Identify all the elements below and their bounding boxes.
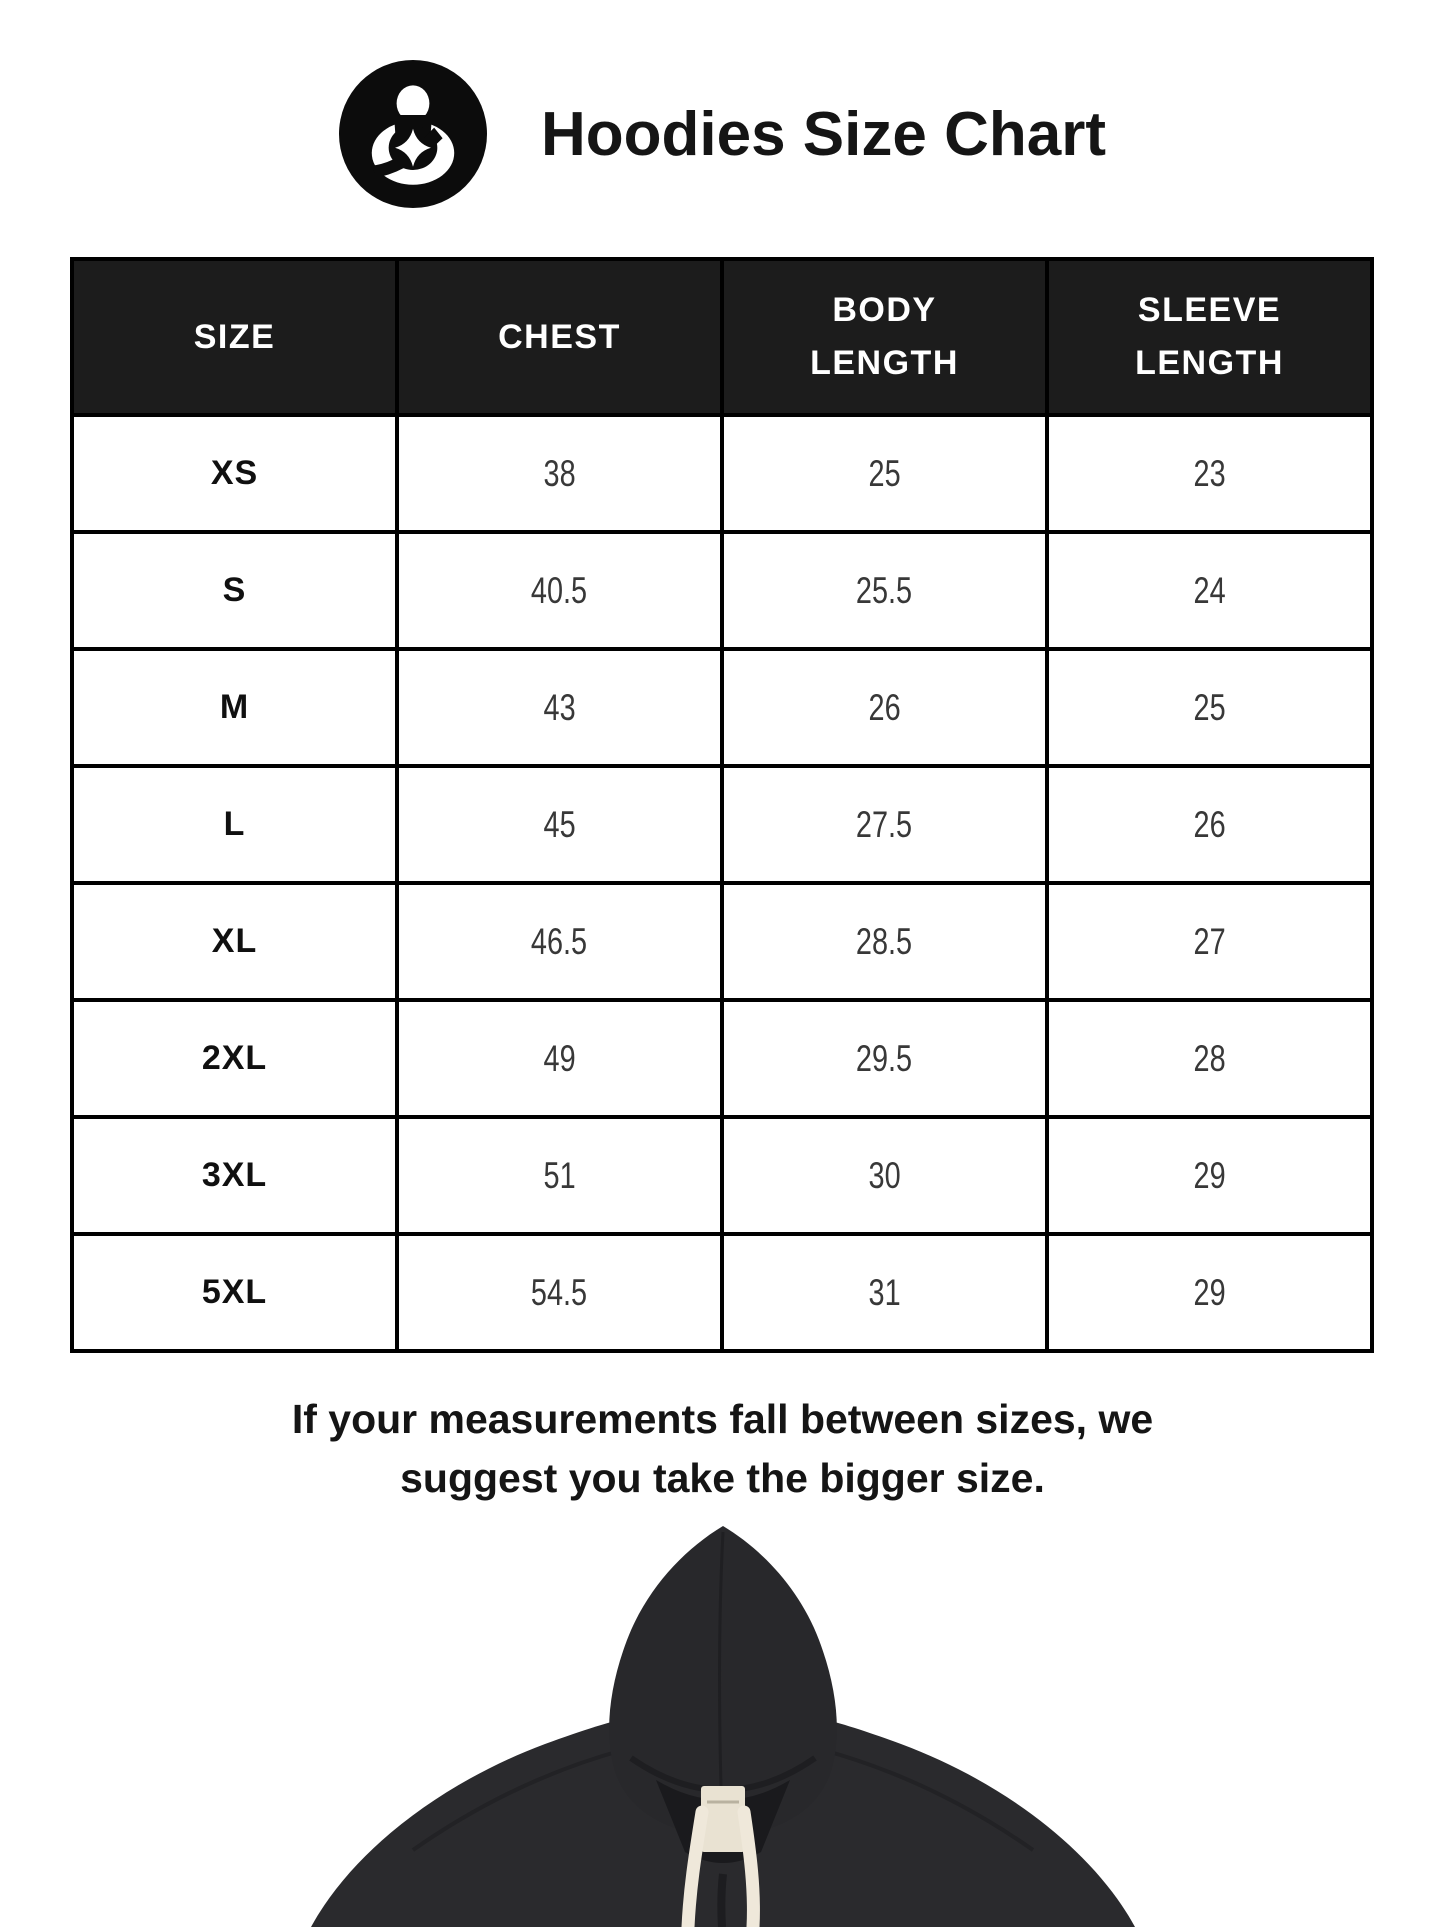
measurement-value: 29 <box>1193 1271 1226 1313</box>
measurement-cell: 38 <box>395 413 724 534</box>
size-chart-body: XS 38 25 23 S 40.5 25.5 24 M 43 26 25 L 45 27.5 26 XL 46.… <box>70 413 1374 1353</box>
measurement-cell: 46.5 <box>395 881 724 1002</box>
hoodie-drawstring-left <box>681 1805 708 1927</box>
table-row: XL 46.5 28.5 27 <box>70 881 1374 1002</box>
measurement-cell: 27 <box>1045 881 1374 1002</box>
hoodie-illustration <box>310 1526 1135 1927</box>
measurement-value: 38 <box>543 452 576 494</box>
measurement-cell: 45 <box>395 764 724 885</box>
page-title: Hoodies Size Chart <box>541 99 1106 169</box>
measurement-value: 27 <box>1193 920 1226 962</box>
measurement-cell: 29 <box>1045 1115 1374 1236</box>
table-row: XS 38 25 23 <box>70 413 1374 534</box>
column-header-body-length: BODY LENGTH <box>720 257 1049 417</box>
measurement-value: 25 <box>868 452 901 494</box>
measurement-cell: 25 <box>1045 647 1374 768</box>
column-header-chest: CHEST <box>395 257 724 417</box>
size-label: L <box>223 805 246 843</box>
measurement-cell: 43 <box>395 647 724 768</box>
size-cell: 5XL <box>70 1232 399 1353</box>
measurement-cell: 31 <box>720 1232 1049 1353</box>
measurement-value: 28.5 <box>856 920 913 962</box>
size-chart-table: SIZE CHEST BODY LENGTH SLEEVE LENGTH XS 38 25… <box>70 257 1374 1353</box>
hoodie-crease-left <box>411 1748 624 1852</box>
measurement-cell: 28 <box>1045 998 1374 1119</box>
logo-star <box>395 128 431 167</box>
measurement-value: 29.5 <box>856 1037 913 1079</box>
size-cell: 3XL <box>70 1115 399 1236</box>
logo-head <box>396 85 430 122</box>
measurement-cell: 29.5 <box>720 998 1049 1119</box>
hoodie-crease-right <box>821 1748 1034 1852</box>
measurement-value: 43 <box>543 686 576 728</box>
measurement-cell: 27.5 <box>720 764 1049 885</box>
measurement-cell: 40.5 <box>395 530 724 651</box>
measurement-cell: 25 <box>720 413 1049 534</box>
measurement-value: 24 <box>1193 569 1226 611</box>
fit-note-line2: suggest you take the bigger size. <box>400 1455 1045 1501</box>
column-header-size: SIZE <box>70 257 399 417</box>
hoodie-hood-seam <box>717 1531 724 1821</box>
measurement-cell: 26 <box>720 647 1049 768</box>
measurement-cell: 26 <box>1045 764 1374 885</box>
size-label: 2XL <box>201 1039 268 1077</box>
measurement-value: 25.5 <box>856 569 913 611</box>
table-row: L 45 27.5 26 <box>70 764 1374 885</box>
measurement-value: 49 <box>543 1037 576 1079</box>
size-label: 5XL <box>201 1273 268 1311</box>
measurement-value: 40.5 <box>531 569 588 611</box>
measurement-value: 28 <box>1193 1037 1226 1079</box>
measurement-value: 46.5 <box>531 920 588 962</box>
fit-note: If your measurements fall between sizes,… <box>0 1390 1445 1508</box>
table-row: M 43 26 25 <box>70 647 1374 768</box>
measurement-value: 51 <box>543 1154 576 1196</box>
measurement-value: 27.5 <box>856 803 913 845</box>
size-chart-header-row: SIZE CHEST BODY LENGTH SLEEVE LENGTH <box>70 257 1374 417</box>
hoodie-placket-seam <box>716 1873 727 1927</box>
size-label: XL <box>211 922 258 960</box>
measurement-value: 45 <box>543 803 576 845</box>
hoodie-neck-label <box>700 1786 745 1852</box>
size-cell: S <box>70 530 399 651</box>
measurement-cell: 28.5 <box>720 881 1049 1002</box>
brand-header: Hoodies Size Chart <box>0 60 1445 208</box>
measurement-cell: 25.5 <box>720 530 1049 651</box>
size-label: M <box>219 688 250 726</box>
size-chart-head: SIZE CHEST BODY LENGTH SLEEVE LENGTH <box>70 257 1374 417</box>
black-hoodie-photo <box>293 1520 1153 1927</box>
measurement-value: 31 <box>868 1271 901 1313</box>
measurement-value: 26 <box>868 686 901 728</box>
measurement-value: 29 <box>1193 1154 1226 1196</box>
hoodie-hood <box>608 1526 837 1829</box>
brand-logo-icon <box>339 60 487 208</box>
size-cell: M <box>70 647 399 768</box>
measurement-value: 54.5 <box>531 1271 588 1313</box>
measurement-value: 26 <box>1193 803 1226 845</box>
measurement-cell: 30 <box>720 1115 1049 1236</box>
size-cell: L <box>70 764 399 885</box>
measurement-cell: 54.5 <box>395 1232 724 1353</box>
table-row: 5XL 54.5 31 29 <box>70 1232 1374 1353</box>
column-header-sleeve-length: SLEEVE LENGTH <box>1045 257 1374 417</box>
fit-note-line1: If your measurements fall between sizes,… <box>291 1396 1154 1442</box>
size-cell: XS <box>70 413 399 534</box>
measurement-cell: 23 <box>1045 413 1374 534</box>
measurement-cell: 29 <box>1045 1232 1374 1353</box>
measurement-cell: 49 <box>395 998 724 1119</box>
table-row: 2XL 49 29.5 28 <box>70 998 1374 1119</box>
measurement-cell: 51 <box>395 1115 724 1236</box>
table-row: 3XL 51 30 29 <box>70 1115 1374 1236</box>
measurement-value: 30 <box>868 1154 901 1196</box>
measurement-value: 25 <box>1193 686 1226 728</box>
size-cell: XL <box>70 881 399 1002</box>
size-cell: 2XL <box>70 998 399 1119</box>
hoodie-drawstring-right <box>737 1805 760 1927</box>
size-label: XS <box>210 454 259 492</box>
size-label: 3XL <box>201 1156 268 1194</box>
measurement-cell: 24 <box>1045 530 1374 651</box>
size-label: S <box>222 571 247 609</box>
table-row: S 40.5 25.5 24 <box>70 530 1374 651</box>
measurement-value: 23 <box>1193 452 1226 494</box>
